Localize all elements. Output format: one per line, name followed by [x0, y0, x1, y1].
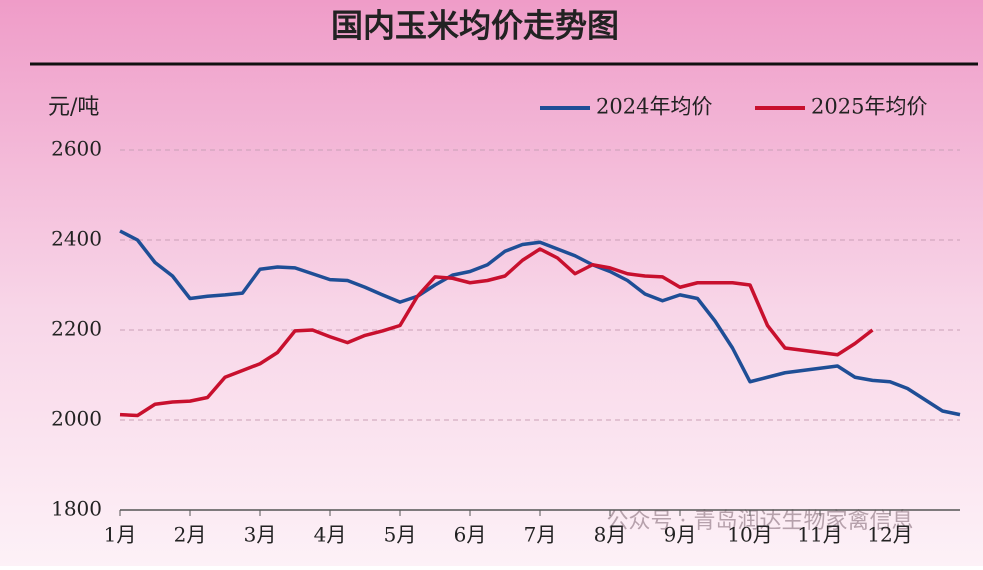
x-tick-label: 9月: [664, 523, 697, 547]
y-tick-label: 2000: [51, 407, 102, 431]
y-tick-label: 2400: [51, 227, 102, 251]
y-tick-label: 2200: [51, 317, 102, 341]
x-tick-label: 5月: [384, 523, 417, 547]
x-tick-label: 11月: [797, 523, 842, 547]
series-line: [119, 229, 961, 417]
x-tick-label: 10月: [727, 523, 772, 547]
legend-label: 2024年均价: [596, 95, 712, 119]
y-tick-label: 1800: [51, 497, 102, 521]
x-tick-label: 2月: [174, 523, 207, 547]
x-tick-label: 4月: [314, 523, 347, 547]
x-tick-label: 6月: [454, 523, 487, 547]
watermark: 公众号 · 青岛润达生物家禽信息: [607, 509, 914, 534]
legend-label: 2025年均价: [811, 95, 927, 119]
chart-title: 国内玉米均价走势图: [331, 7, 619, 45]
x-tick-label: 3月: [244, 523, 277, 547]
x-tick-label: 1月: [104, 523, 137, 547]
x-tick-label: 12月: [867, 523, 912, 547]
x-tick-label: 7月: [524, 523, 557, 547]
series-line: [119, 247, 874, 418]
y-axis-label: 元/吨: [48, 95, 99, 120]
y-tick-label: 2600: [51, 137, 102, 161]
x-tick-label: 8月: [594, 523, 627, 547]
